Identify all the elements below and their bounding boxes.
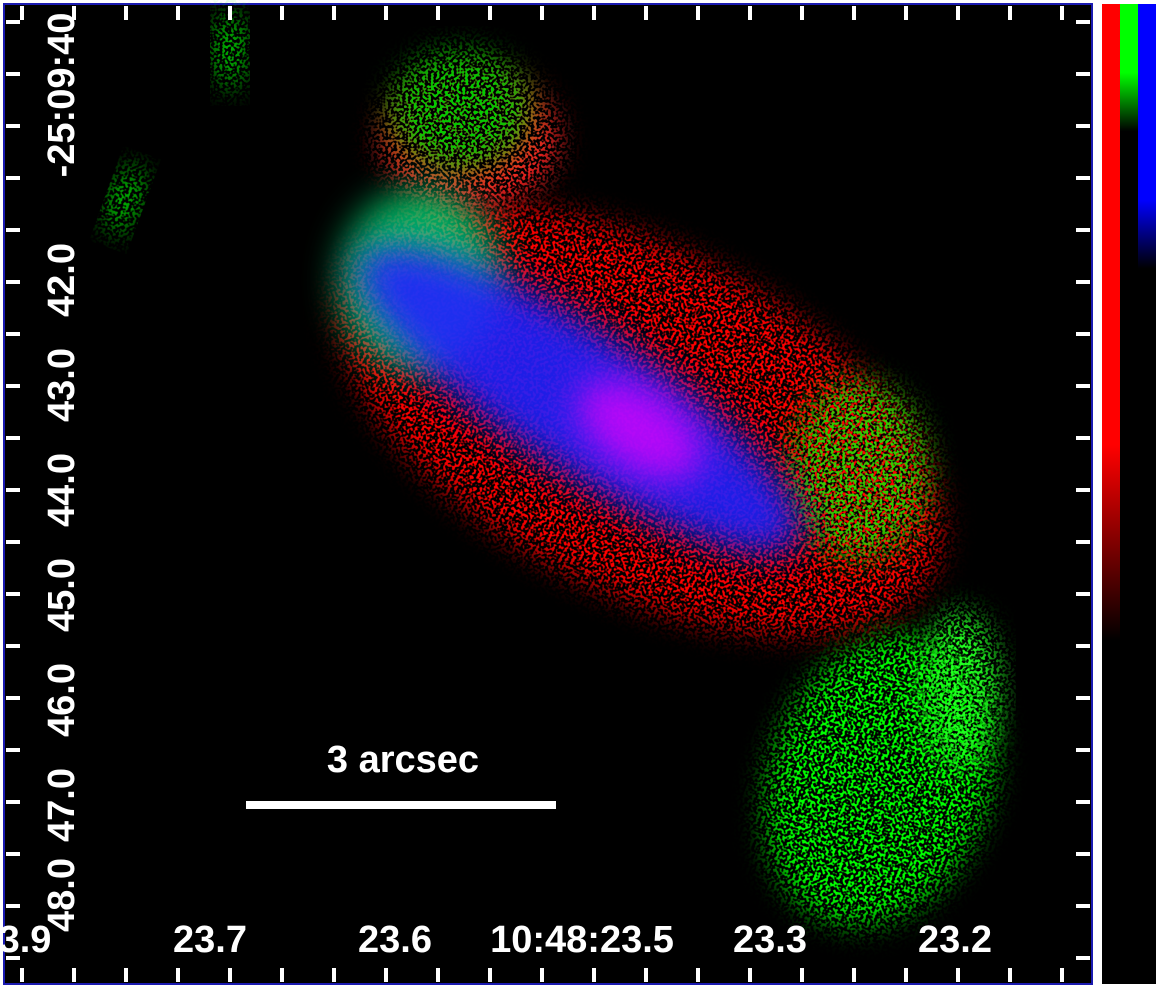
y-axis-label: -25:09:40: [41, 13, 83, 178]
y-axis-label: 46.0: [41, 663, 83, 737]
green-emission: [216, 10, 244, 90]
green-emission: [790, 380, 930, 560]
emission: [106, 10, 1000, 926]
x-axis-label: 23.7: [173, 919, 247, 961]
colorbar: [1102, 4, 1156, 984]
y-axis-label: 47.0: [41, 768, 83, 842]
x-axis-label: 23.2: [918, 919, 992, 961]
colorbar-red: [1102, 4, 1120, 984]
y-axis-label: 45.0: [41, 558, 83, 632]
y-axis-label: 44.0: [41, 453, 83, 527]
axis-labels: -25:09:40 42.0 43.0 44.0 45.0 46.0 47.0 48.03.9…: [0, 13, 992, 961]
y-axis-label: 48.0: [41, 858, 83, 932]
scale-bar-label: 3 arcsec: [327, 739, 479, 781]
green-emission: [390, 50, 530, 170]
colorbar-blue: [1138, 4, 1156, 984]
x-axis-label: 23.3: [733, 919, 807, 961]
y-axis-label: 42.0: [41, 243, 83, 317]
x-axis-label: 10:48:23.5: [490, 919, 674, 961]
y-axis-label: 43.0: [41, 348, 83, 422]
green-emission: [106, 165, 144, 235]
colorbar-green: [1120, 4, 1138, 984]
tick-marks: [6, 6, 1090, 982]
magenta-emission: [577, 379, 703, 481]
x-axis-label: 3.9: [0, 919, 51, 961]
x-axis-label: 23.6: [358, 919, 432, 961]
green-emission: [920, 610, 1000, 770]
